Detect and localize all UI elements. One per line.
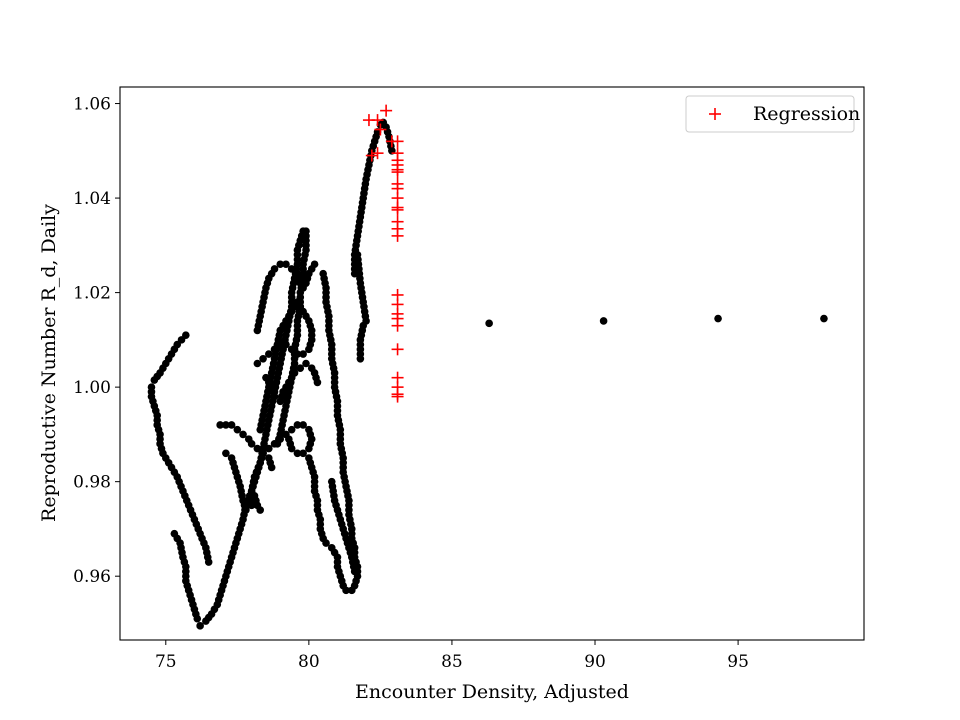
data-point [256, 506, 265, 514]
data-point [305, 345, 313, 354]
data-point [287, 345, 296, 354]
legend-label-regression: Regression [753, 103, 860, 125]
data-point [276, 340, 285, 349]
data-point [302, 359, 310, 368]
x-tick-label: 75 [155, 652, 177, 672]
data-point [247, 440, 256, 448]
x-tick-label: 90 [584, 652, 606, 672]
regression-point [391, 390, 404, 403]
data-point [270, 345, 279, 354]
y-axis-label: Reproductive Number R_d, Daily [38, 204, 60, 522]
data-point [342, 586, 350, 595]
data-point [227, 421, 236, 429]
regression-point [391, 166, 404, 179]
data-point [599, 317, 608, 325]
regression-point [374, 123, 387, 136]
y-tick-label: 1.04 [73, 189, 111, 209]
data-point [485, 319, 493, 328]
data-point [265, 444, 273, 453]
regression-point [391, 229, 404, 242]
data-point [193, 614, 202, 623]
data-point [305, 444, 313, 453]
data-layer [147, 104, 828, 630]
data-point [270, 392, 279, 401]
data-point [270, 265, 279, 273]
x-tick-label: 80 [298, 652, 320, 672]
regression-point [365, 149, 378, 162]
data-point [222, 421, 230, 429]
data-point [239, 430, 247, 439]
data-point [253, 359, 262, 368]
regression-point [391, 135, 404, 148]
data-point [313, 378, 322, 387]
data-point [359, 321, 368, 330]
data-point [293, 421, 302, 429]
data-point [265, 350, 273, 358]
data-point [293, 449, 302, 458]
regression-point [380, 104, 393, 117]
regression-point [371, 147, 384, 160]
data-point [196, 622, 204, 630]
data-point [293, 350, 302, 358]
y-tick-label: 1.00 [73, 378, 111, 398]
data-point [253, 444, 262, 453]
data-point [319, 269, 327, 278]
regression-point [391, 203, 404, 216]
data-point [267, 463, 276, 472]
data-point [350, 567, 359, 576]
data-point [287, 265, 296, 273]
data-point [287, 425, 296, 434]
data-point [290, 369, 299, 377]
data-point [714, 314, 722, 323]
data-point [282, 260, 290, 269]
y-axis-ticks: 0.96 0.98 1.00 1.02 1.04 1.06 [73, 95, 120, 587]
data-point [287, 444, 296, 453]
data-point [310, 260, 319, 269]
data-point [276, 260, 285, 269]
data-point [299, 421, 307, 429]
data-point [270, 440, 279, 448]
regression-point [371, 114, 384, 127]
data-point [233, 425, 242, 434]
regression-point [391, 343, 404, 356]
data-point [820, 314, 828, 323]
data-point [150, 376, 159, 384]
regression-point [391, 319, 404, 332]
data-point [299, 449, 307, 458]
legend-box [685, 95, 855, 133]
data-point [322, 539, 330, 547]
data-point [204, 558, 213, 566]
data-point [259, 354, 267, 363]
y-tick-label: 0.98 [73, 473, 111, 493]
x-tick-label: 85 [441, 652, 463, 672]
data-point [296, 364, 305, 373]
data-point [222, 449, 230, 458]
y-tick-label: 0.96 [73, 567, 111, 587]
data-point [299, 350, 307, 358]
x-axis-ticks: 75 80 85 90 95 [155, 640, 749, 672]
legend-marker-regression [709, 108, 721, 120]
data-point [282, 340, 290, 349]
y-tick-label: 1.02 [73, 284, 111, 304]
plot-frame [119, 86, 865, 641]
x-axis-label: Encounter Density, Adjusted [355, 681, 629, 703]
y-tick-label: 1.06 [73, 95, 111, 115]
legend: Regression [685, 95, 860, 133]
data-point [216, 421, 224, 429]
data-point [259, 449, 267, 458]
data-point [276, 435, 285, 443]
x-tick-label: 95 [727, 652, 749, 672]
